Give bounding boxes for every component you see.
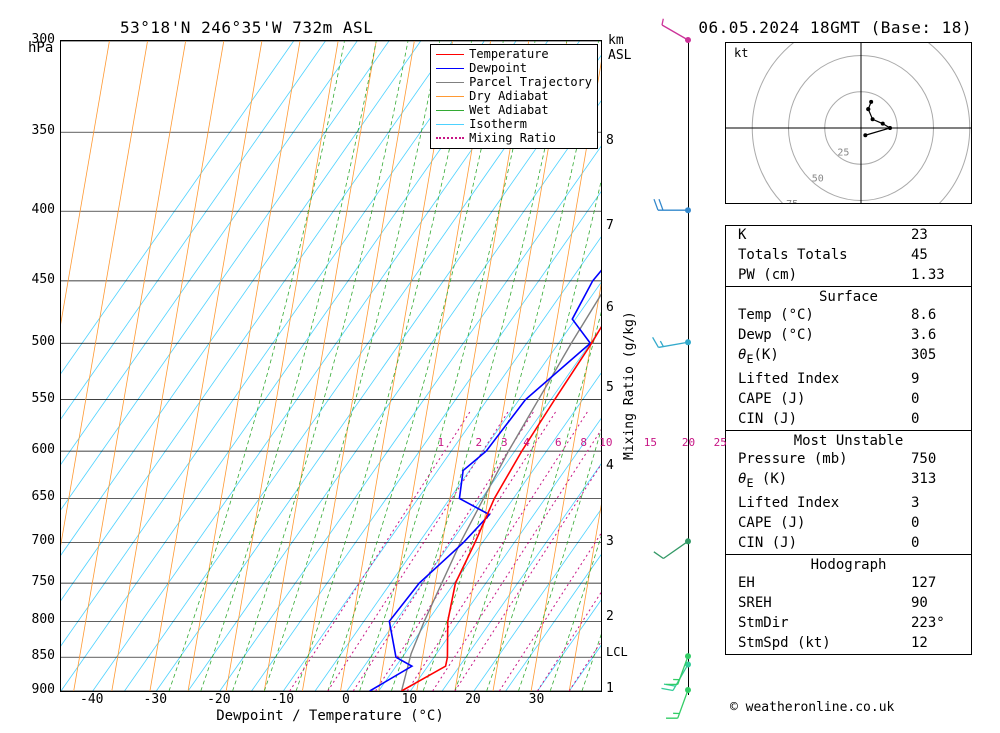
temperature-tick: 30 [529, 692, 545, 707]
legend-item: Parcel Trajectory [436, 75, 592, 89]
mixing-ratio-label: 15 [644, 436, 657, 449]
altitude-tick: 2 [606, 609, 614, 624]
temperature-tick: -20 [207, 692, 230, 707]
stats-row: θE(K)305 [726, 346, 971, 370]
datetime-title: 06.05.2024 18GMT (Base: 18) [698, 18, 972, 37]
mixing-ratio-label: 3 [501, 436, 508, 449]
legend: TemperatureDewpointParcel TrajectoryDry … [430, 44, 598, 149]
temperature-tick: 10 [402, 692, 418, 707]
stats-row: θE (K)313 [726, 470, 971, 494]
stats-heading: Hodograph [726, 555, 971, 574]
svg-text:75: 75 [786, 199, 798, 203]
copyright: © weatheronline.co.uk [730, 700, 894, 715]
stats-row: Dewp (°C)3.6 [726, 326, 971, 346]
legend-item: Wet Adiabat [436, 103, 592, 117]
pressure-tick: 450 [5, 272, 55, 287]
altitude-tick: 8 [606, 133, 614, 148]
mixing-ratio-axis-title: Mixing Ratio (g/kg) [622, 311, 637, 460]
mixing-ratio-label: 4 [523, 436, 530, 449]
pressure-tick: 650 [5, 489, 55, 504]
pressure-tick: 700 [5, 533, 55, 548]
stats-row: Pressure (mb)750 [726, 450, 971, 470]
mixing-ratio-label: 20 [682, 436, 695, 449]
pressure-tick: 800 [5, 612, 55, 627]
pressure-tick: 550 [5, 391, 55, 406]
mixing-ratio-label: 25 [714, 436, 727, 449]
hodograph: 25 50 75 kt [725, 42, 972, 204]
lcl-label: LCL [606, 645, 628, 659]
legend-item: Temperature [436, 47, 592, 61]
stats-row: Lifted Index3 [726, 494, 971, 514]
stats-row: StmDir223° [726, 614, 971, 634]
stats-row: CIN (J)0 [726, 534, 971, 554]
temperature-tick: -30 [144, 692, 167, 707]
mixing-ratio-label: 8 [580, 436, 587, 449]
legend-item: Dry Adiabat [436, 89, 592, 103]
altitude-tick: 3 [606, 534, 614, 549]
pressure-tick: 300 [5, 32, 55, 47]
skewt-diagram: TemperatureDewpointParcel TrajectoryDry … [60, 40, 602, 692]
wind-barb-column [648, 40, 708, 695]
stats-row: SREH90 [726, 594, 971, 614]
stats-row: CAPE (J)0 [726, 390, 971, 410]
mixing-ratio-label: 6 [555, 436, 562, 449]
stats-heading: Most Unstable [726, 431, 971, 450]
pressure-tick: 350 [5, 123, 55, 138]
y-axis-right-title: km ASL [608, 33, 631, 63]
temperature-tick: -40 [80, 692, 103, 707]
altitude-tick: 1 [606, 681, 614, 696]
mixing-ratio-label: 10 [599, 436, 612, 449]
temperature-tick: 20 [465, 692, 481, 707]
stats-row: Temp (°C)8.6 [726, 306, 971, 326]
stats-row: CIN (J)0 [726, 410, 971, 430]
altitude-tick: 4 [606, 458, 614, 473]
temperature-tick: -10 [271, 692, 294, 707]
legend-item: Dewpoint [436, 61, 592, 75]
pressure-tick: 600 [5, 442, 55, 457]
temperature-tick: 0 [342, 692, 350, 707]
stats-row: StmSpd (kt)12 [726, 634, 971, 654]
mixing-ratio-label: 1 [437, 436, 444, 449]
legend-item: Mixing Ratio [436, 131, 592, 145]
altitude-tick: 7 [606, 218, 614, 233]
stats-row: Lifted Index9 [726, 370, 971, 390]
x-axis-title: Dewpoint / Temperature (°C) [216, 708, 444, 724]
svg-text:kt: kt [734, 46, 748, 60]
pressure-tick: 850 [5, 648, 55, 663]
stats-row: PW (cm)1.33 [726, 266, 971, 286]
location-title: 53°18'N 246°35'W 732m ASL [120, 18, 373, 37]
svg-text:25: 25 [837, 148, 849, 159]
altitude-tick: 6 [606, 300, 614, 315]
pressure-tick: 750 [5, 574, 55, 589]
svg-text:50: 50 [812, 173, 824, 184]
pressure-tick: 400 [5, 202, 55, 217]
mixing-ratio-label: 2 [476, 436, 483, 449]
pressure-tick: 500 [5, 334, 55, 349]
legend-item: Isotherm [436, 117, 592, 131]
stats-row: EH127 [726, 574, 971, 594]
stats-row: K23 [726, 226, 971, 246]
stats-heading: Surface [726, 287, 971, 306]
altitude-tick: 5 [606, 380, 614, 395]
stats-row: CAPE (J)0 [726, 514, 971, 534]
pressure-tick: 900 [5, 682, 55, 697]
stats-panel: K23Totals Totals45PW (cm)1.33SurfaceTemp… [725, 225, 972, 655]
stats-row: Totals Totals45 [726, 246, 971, 266]
